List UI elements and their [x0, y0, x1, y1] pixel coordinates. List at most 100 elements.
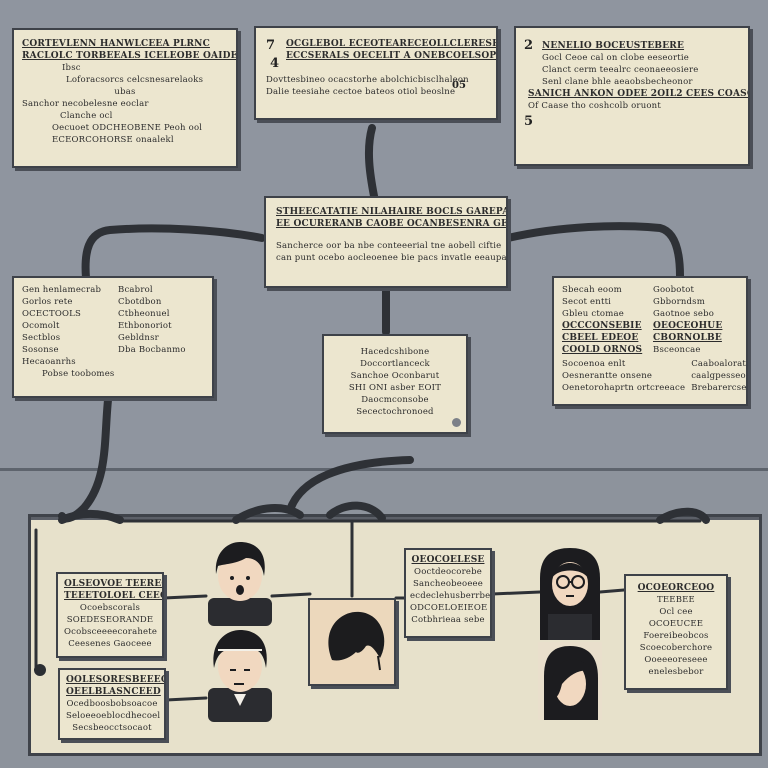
card-line: Ctbheonuel [118, 309, 170, 319]
card-line: Bcabrol [118, 285, 153, 295]
right-card: Sbecah eoom Secot entti Gbleu ctomae OCC… [552, 276, 748, 406]
top-right-card: 2 5 NENELIO BOCEUSTEBERE Gocl Ceoe cal o… [514, 26, 750, 166]
card-line: caalgpesseorn coob [691, 371, 746, 381]
left-card: Gen henlamecrab Gorlos rete OCECTOOLS Oc… [12, 276, 214, 398]
card-line: Seloeeoeblocdhecoel [66, 711, 161, 721]
card-line: Ocobsceeeecorahete [64, 627, 158, 637]
bottom-center-card: OEOCOELESE Ooctdeocorebe Sancheobeoeee e… [404, 548, 492, 638]
card-line: Gaotnoe sebo [653, 309, 715, 319]
person-long-hair-icon [538, 642, 602, 720]
section-divider [0, 468, 768, 471]
card-line: ecdeclehusberrbe [410, 591, 491, 601]
top-left-card: Cortevlenn HANWLCEEA PLRNC RACLOLC TORBE… [12, 28, 238, 168]
card-line: NENELIO BOCEUSTEBERE [542, 41, 685, 51]
card-line: Secot entti [562, 297, 612, 307]
bottom-left-card-2: OOLESORESBEEECEE OEELBLASNCEED Ocedboosb… [58, 668, 166, 740]
card-line: CBORNOLBE [653, 333, 722, 343]
hair-silhouette-icon [328, 611, 385, 671]
card-line: Stheecatatie NIlahaire Bocls Garepace [276, 207, 508, 217]
card-line: EE ocureranb caobe ocanbesenra GEE [276, 219, 508, 229]
card-line: TEEBEE [657, 595, 695, 605]
card-line: Sanchor necobelesne eoclar [22, 99, 149, 109]
card-line: Sanchoe Oconbarut [350, 371, 440, 381]
card-line: Doccortlanceck [360, 359, 430, 369]
card-line: Ceesenes Gaoceee [68, 639, 152, 649]
card-mark: 7 [266, 38, 276, 53]
card-line: Dovttesbineo ocacstorhe abolchicbisclhal… [266, 75, 469, 85]
card-line: Clanct cerm teealrc ceonaeeosiere [542, 65, 699, 75]
card-line: Goobotot [653, 285, 695, 295]
card-mark: 4 [270, 56, 280, 71]
card-line: OLSEOVOE TEERECEBE [64, 579, 162, 589]
card-line: Sancherce oor ba nbe conteeerial tne aob… [276, 241, 502, 251]
card-line: TEEETOLOEL CEEOL [64, 591, 164, 601]
card-line: Brebarercsedet soesk [691, 383, 747, 393]
card-line: Ocl cee [659, 607, 693, 617]
card-line: Pobse toobomes [42, 369, 115, 379]
center-card: Stheecatatie NIlahaire Bocls Garepace EE… [264, 196, 508, 288]
card-line: Of Caase tho coshcolb oruont [528, 101, 661, 111]
top-middle-card: 7 4 05 OCGLEBOL ECEOTEARECEOLLCLERESED E… [254, 26, 498, 120]
card-line: Clanche ocl [60, 111, 113, 121]
card-line: OCOEUCEE [648, 619, 704, 629]
card-line: Hecaoanrhs [22, 357, 76, 367]
card-line: OOLESORESBEEECEE [66, 675, 164, 685]
card-line: OCGLEBOL ECEOTEARECEOLLCLERESED [286, 39, 498, 49]
card-line: Hacedcshibone [360, 347, 430, 357]
card-line: Sanich Ankon ODEE 2OIL2 CEES coasoel [528, 89, 750, 99]
card-line: ubas [114, 87, 136, 97]
card-line: Gocl Ceoe cal on clobe eeseortie [542, 53, 689, 63]
card-line: Scoecoberchore [639, 643, 713, 653]
card-line: Ethbonoriot [118, 321, 172, 331]
card-line: Bsceoncae [653, 345, 701, 355]
card-line: Oenetorohaprtn ortcreeace [562, 383, 686, 393]
card-line: SOEDESEORANDE [66, 615, 154, 625]
person-shouting-icon [208, 542, 272, 626]
card-line: Ocoebscorals [79, 603, 141, 613]
card-line: Dalie teesiahe cectoe bateos otiol beosl… [266, 87, 456, 97]
card-line: Sosonse [22, 345, 59, 355]
card-line: Gbborndsm [653, 297, 705, 307]
card-line: Secsbeocctsocaot [72, 723, 152, 733]
card-line: OCOEORCEOO [637, 583, 715, 593]
card-line: Ibsc [62, 63, 81, 73]
card-line: Gen henlamecrab [22, 285, 102, 295]
card-line: Dba Bocbanmo [118, 345, 186, 355]
card-mark: 2 [524, 38, 534, 53]
card-line: OEELBLASNCEED [66, 687, 161, 697]
card-line: Cbotdbon [118, 297, 162, 307]
card-line: RACLOLC TORBEEALS ICELEOBE OAIDE [22, 51, 238, 61]
card-line: Gebldnsr [118, 333, 159, 343]
card-line: ECEORCOHORSE onaalekl [52, 135, 174, 145]
card-line: Oesnerantte onsene [562, 371, 653, 381]
card-line: Ocedboosbobsoacoe [66, 699, 158, 709]
hair-frame [308, 598, 396, 686]
card-line: Cotbhrieaa sebe [411, 615, 485, 625]
card-line: ECCSERALS OECELIT a onebcoelsopes [286, 51, 498, 61]
card-line: Oecuoet ODCHEOBENE Peoh ool [52, 123, 203, 133]
person-glasses-icon [540, 548, 600, 640]
card-line: Socoenoa enlt [562, 359, 626, 369]
card-mark: 5 [524, 114, 534, 129]
card-line: Sbecah eoom [562, 285, 622, 295]
bottom-right-card: OCOEORCEOO TEEBEE Ocl cee OCOEUCEE Foere… [624, 574, 728, 690]
middle-card: Hacedcshibone Doccortlanceck Sanchoe Oco… [322, 334, 468, 434]
card-line: enelesbebor [648, 667, 704, 677]
card-line: Gorlos rete [22, 297, 73, 307]
card-line: ODCOELOEIEOE [410, 603, 488, 613]
card-line: SHI ONI asber EOIT [348, 383, 442, 393]
card-line: Gbleu ctomae [562, 309, 625, 319]
card-line: Ooeeeoreseee [644, 655, 708, 665]
card-line: Coold ORNOS [562, 345, 643, 355]
card-line: CBEEL EDEOE [562, 333, 639, 343]
card-line: Cortevlenn HANWLCEEA PLRNC [22, 39, 210, 49]
card-line: Ocomolt [22, 321, 60, 331]
card-line: Ooctdeocorebe [414, 567, 482, 577]
person-thinking-icon [208, 630, 272, 722]
card-line: Caaboalorat conale [691, 359, 747, 369]
card-line: OEOCEOHUE [653, 321, 723, 331]
card-line: OEOCOELESE [411, 555, 485, 565]
card-line: can punt ocebo aocleoenee bie pacs invat… [276, 253, 508, 263]
card-line: Daocmconsobe [361, 395, 429, 405]
card-line: Secectochronoed [356, 407, 434, 417]
